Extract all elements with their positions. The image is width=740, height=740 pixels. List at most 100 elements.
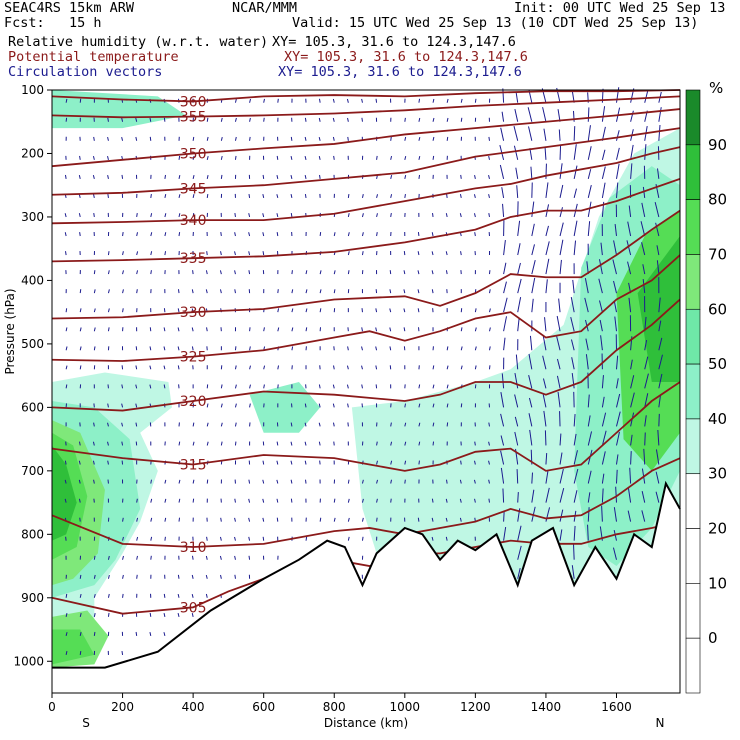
vector-968: [587, 431, 593, 446]
vector-100: [107, 289, 110, 294]
vector-244: [178, 232, 181, 237]
vector-837: [517, 262, 521, 275]
vector-552: [347, 270, 350, 275]
vector-354: [234, 232, 236, 237]
vector-588: [361, 498, 364, 503]
vector-927: [573, 144, 577, 160]
vector-1020: [613, 507, 617, 522]
vector-1014: [616, 393, 621, 408]
vector-470: [290, 498, 293, 503]
vector-912: [556, 315, 561, 332]
vector-817: [503, 337, 506, 351]
vector-477: [304, 175, 307, 179]
vector-663: [418, 98, 421, 103]
vector-305: [206, 327, 208, 332]
vector-1067: [641, 491, 646, 503]
vector-1024: [630, 110, 634, 122]
vector-87: [93, 612, 96, 617]
vector-695: [431, 270, 434, 275]
vector-443: [276, 460, 279, 465]
vector-21: [64, 498, 67, 503]
vector-824: [500, 467, 505, 484]
vector-1073: [657, 168, 660, 179]
vector-431: [276, 232, 279, 237]
vector-992: [601, 430, 607, 446]
vector-160: [136, 289, 138, 294]
y-tick-800: 800: [21, 527, 44, 541]
vector-388: [249, 384, 251, 389]
vector-952: [587, 125, 591, 141]
vector-769: [474, 327, 477, 332]
vector-612: [376, 460, 378, 465]
vector-400: [263, 117, 265, 122]
vector-430: [276, 213, 279, 218]
vector-59: [79, 650, 82, 655]
vector-678: [418, 384, 421, 389]
vector-135: [121, 384, 124, 389]
vector-986: [599, 319, 603, 332]
x-tick-400: 400: [182, 700, 205, 714]
vector-164: [135, 365, 138, 370]
vector-932: [573, 240, 577, 256]
vector-822: [500, 435, 505, 446]
vector-708: [431, 517, 434, 522]
vector-1037: [630, 359, 633, 370]
vector-785: [488, 175, 490, 179]
vector-928: [573, 165, 578, 179]
vector-976: [601, 126, 606, 141]
vector-512: [318, 384, 321, 389]
vector-870: [528, 397, 533, 408]
vector-938: [571, 357, 575, 370]
vector-886: [545, 258, 550, 275]
vector-311: [206, 441, 209, 446]
vector-527: [333, 232, 336, 237]
vector-848: [516, 469, 519, 484]
vector-970: [587, 470, 592, 484]
vector-809: [501, 187, 505, 198]
theta-contour-325: [51, 254, 681, 362]
vector-529: [333, 270, 336, 275]
x-tick-1400: 1400: [531, 700, 562, 714]
vector-406: [262, 232, 265, 237]
vector-1039: [630, 392, 635, 408]
vector-4: [64, 174, 67, 179]
vector-893: [542, 394, 547, 408]
vector-551: [347, 251, 350, 256]
vector-1054: [641, 242, 646, 256]
vector-143: [122, 536, 124, 541]
vector-251: [177, 365, 180, 370]
vector-707: [431, 498, 434, 503]
vector-13: [65, 346, 68, 351]
vector-267: [192, 136, 195, 141]
vector-171: [136, 498, 138, 503]
y-tick-1000: 1000: [13, 654, 44, 668]
vector-482: [305, 270, 308, 275]
vector-657: [404, 422, 407, 427]
vector-651: [403, 308, 406, 313]
vector-696: [431, 289, 434, 294]
vector-894: [543, 410, 547, 427]
vector-269: [192, 175, 195, 179]
colorbar: 90 80 70 60 50 40 30 20 10 0: [685, 89, 727, 694]
vector-165: [135, 384, 138, 389]
vector-896: [545, 453, 548, 465]
vector-371: [234, 555, 236, 560]
vector-353: [234, 212, 236, 218]
vector-987: [600, 335, 603, 351]
vector-324: [220, 174, 223, 179]
vector-989: [601, 375, 604, 389]
vector-301: [206, 251, 208, 256]
vector-323: [220, 155, 223, 160]
vector-335: [220, 384, 223, 389]
vector-122: [121, 136, 124, 141]
vector-283: [192, 441, 195, 446]
left-end-label: S: [82, 716, 90, 730]
colorbar-segment-10: [685, 637, 701, 694]
vector-507: [319, 289, 322, 294]
vector-963: [585, 338, 589, 351]
vector-222: [163, 365, 166, 370]
vector-939: [571, 372, 575, 389]
vector-615: [376, 517, 378, 522]
vector-277: [191, 327, 194, 332]
x-tick-1000: 1000: [390, 700, 421, 714]
